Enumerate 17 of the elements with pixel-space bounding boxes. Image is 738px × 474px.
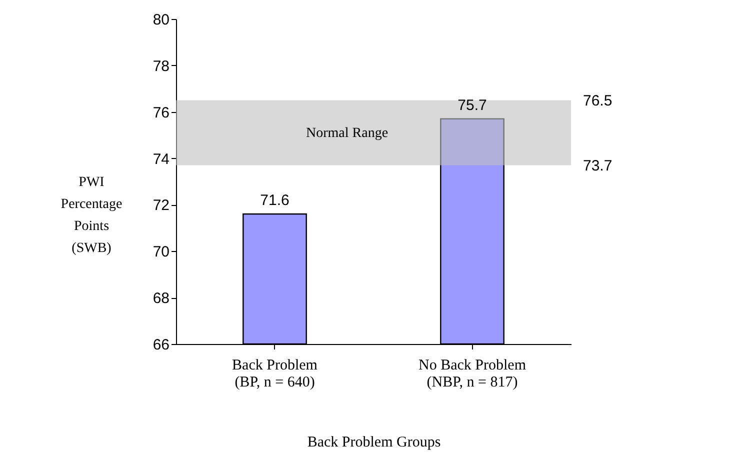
y-tick-label: 80 — [152, 12, 170, 28]
y-tick-label: 66 — [152, 336, 170, 354]
band-label: Normal Range — [306, 126, 388, 141]
x-tick-label: Back Problem (BP, n = 640) — [232, 358, 318, 390]
text: 73.7 — [583, 157, 612, 174]
y-axis-title: PWI Percentage Points (SWB) — [60, 175, 122, 256]
y-tick-label: 72 — [152, 197, 170, 214]
y-tick-label: 70 — [152, 244, 170, 261]
y-tick-label: 78 — [152, 58, 170, 75]
data-label: 75.7 — [458, 96, 487, 114]
data-label: 71.6 — [260, 192, 290, 209]
text: 76.5 — [583, 92, 612, 110]
y-tick-label: 74 — [152, 150, 170, 168]
x-axis-title: Back Problem Groups — [307, 434, 441, 450]
x-tick-label: No Back Problem (NBP, n = 817) — [418, 358, 526, 390]
y-tick-label: 68 — [152, 290, 170, 308]
y-tick-label: 76 — [152, 104, 170, 122]
